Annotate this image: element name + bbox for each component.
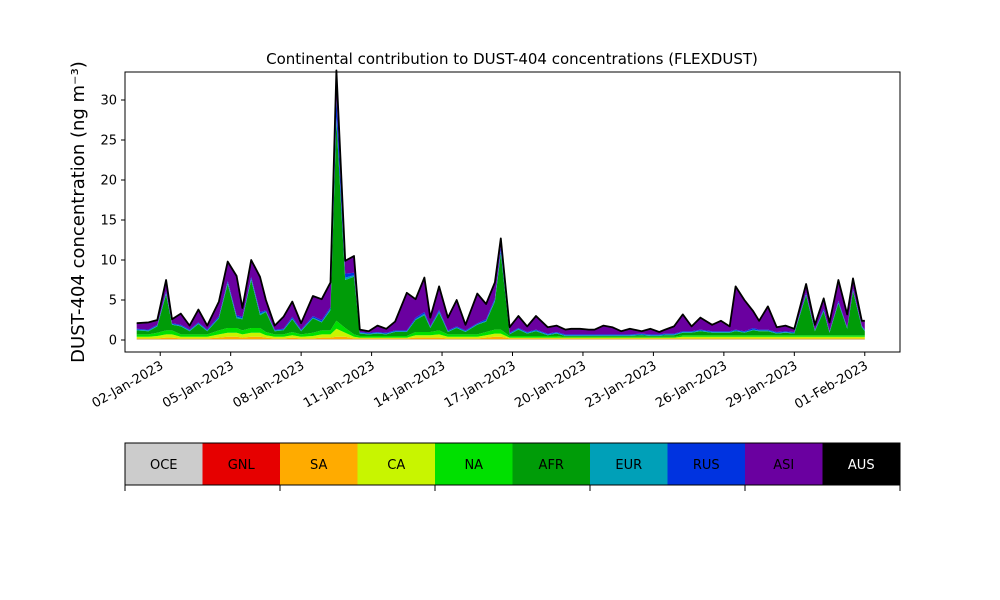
- legend-frame: [124, 442, 901, 486]
- y-tick-label: 25: [100, 134, 117, 149]
- area-sa: [136, 336, 865, 340]
- x-tick-label: 01-Feb-2023: [792, 358, 871, 412]
- x-tick-label: 02-Jan-2023: [90, 358, 167, 411]
- x-axis-ticks: 02-Jan-202305-Jan-202308-Jan-202311-Jan-…: [90, 352, 871, 412]
- legend-label-oce: OCE: [150, 458, 178, 473]
- legend-label-na: NA: [464, 458, 483, 473]
- y-tick-label: 30: [100, 94, 117, 109]
- legend-swatch-ca: [357, 443, 436, 485]
- x-tick-label: 29-Jan-2023: [724, 358, 801, 411]
- legend-label-sa: SA: [310, 458, 327, 473]
- legend-label-afr: AFR: [539, 458, 564, 473]
- legend-swatch-asi: [745, 443, 823, 485]
- area-ca: [136, 328, 865, 339]
- y-tick-label: 0: [109, 334, 117, 349]
- x-tick-label: 05-Jan-2023: [160, 358, 237, 411]
- stacked-areas: [136, 70, 865, 340]
- legend-label-rus: RUS: [693, 458, 720, 473]
- x-tick-label: 11-Jan-2023: [301, 358, 378, 411]
- legend-label-asi: ASI: [773, 458, 794, 473]
- continent-legend-bar: OCE GNL SA CA NA AFR EUR RUS ASI AUS: [124, 442, 901, 491]
- legend-label-ca: CA: [387, 458, 405, 473]
- x-tick-label: 08-Jan-2023: [231, 358, 308, 411]
- chart-title: Continental contribution to DUST-404 con…: [266, 50, 758, 68]
- legend-swatch-oce: [125, 443, 203, 485]
- area-na: [136, 320, 865, 338]
- legend-label-eur: EUR: [615, 458, 642, 473]
- y-axis-ticks: 0 5 10 15 20 25 30: [100, 94, 125, 349]
- y-axis-label: DUST-404 concentration (ng m⁻³): [68, 61, 89, 363]
- y-tick-label: 5: [109, 294, 117, 309]
- legend-swatch-afr: [512, 443, 591, 485]
- legend-swatch-eur: [590, 443, 668, 485]
- legend-swatch-sa: [280, 443, 358, 485]
- legend-swatch-gnl: [202, 443, 281, 485]
- x-tick-label: 23-Jan-2023: [583, 358, 660, 411]
- x-tick-label: 20-Jan-2023: [512, 358, 589, 411]
- x-tick-label: 14-Jan-2023: [371, 358, 448, 411]
- total-concentration-line: [136, 69, 865, 333]
- legend-swatch-aus: [822, 443, 901, 485]
- legend-label-aus: AUS: [848, 458, 875, 473]
- legend-swatch-na: [435, 443, 513, 485]
- area-oce: [136, 339, 865, 340]
- y-tick-label: 15: [100, 214, 117, 229]
- y-tick-label: 10: [100, 254, 117, 269]
- legend-swatch-rus: [667, 443, 746, 485]
- legend-label-gnl: GNL: [228, 458, 256, 473]
- y-tick-label: 20: [100, 174, 117, 189]
- x-tick-label: 17-Jan-2023: [442, 358, 519, 411]
- area-afr: [136, 120, 865, 337]
- x-tick-label: 26-Jan-2023: [653, 358, 730, 411]
